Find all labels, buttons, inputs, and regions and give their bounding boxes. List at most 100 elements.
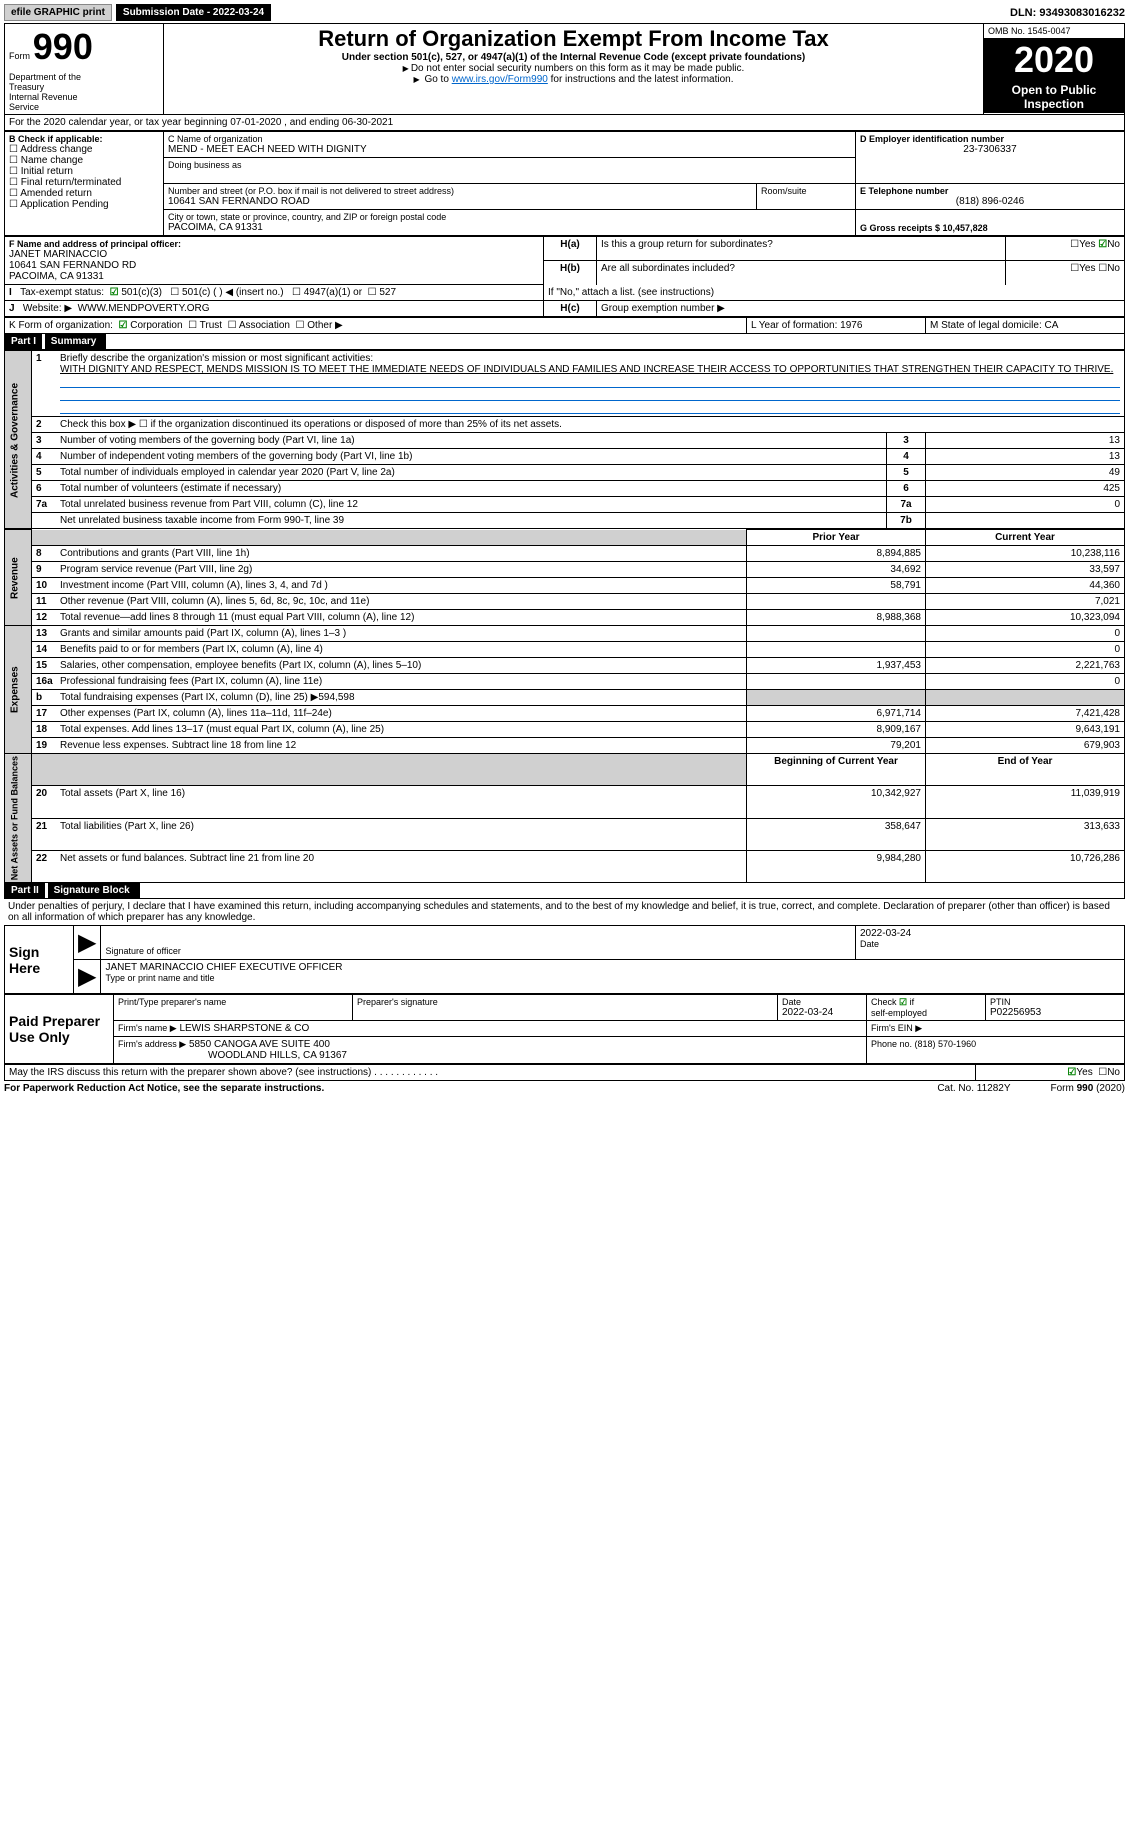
exp-label: Expenses: [5, 626, 32, 754]
discuss-answer: ☑Yes ☐No: [976, 1065, 1125, 1081]
line1-label: Briefly describe the organization's miss…: [60, 353, 373, 364]
table-row: 16aProfessional fundraising fees (Part I…: [5, 674, 1125, 690]
gov-label: Activities & Governance: [5, 351, 32, 529]
col-current: Current Year: [926, 530, 1125, 546]
table-row: 5Total number of individuals employed in…: [5, 465, 1125, 481]
table-row: 11Other revenue (Part VIII, column (A), …: [5, 594, 1125, 610]
h-b-note: If "No," attach a list. (see instruction…: [544, 285, 1125, 301]
table-row: 17Other expenses (Part IX, column (A), l…: [5, 706, 1125, 722]
officer-name: JANET MARINACCIO: [9, 249, 539, 260]
part1-title: Summary: [45, 334, 107, 349]
discuss-row: May the IRS discuss this return with the…: [4, 1064, 1125, 1081]
part2-badge: Part II: [5, 883, 45, 898]
mission-text: WITH DIGNITY AND RESPECT, MENDS MISSION …: [60, 364, 1120, 375]
line-a-text: For the 2020 calendar year, or tax year …: [9, 117, 393, 128]
ein-label: Firm's EIN ▶: [871, 1023, 922, 1033]
table-row: 4Number of independent voting members of…: [5, 449, 1125, 465]
omb-number: OMB No. 1545-0047: [984, 24, 1124, 39]
f-label: F Name and address of principal officer:: [9, 239, 539, 249]
k-other: Other ▶: [307, 320, 342, 331]
k-corp: Corporation: [130, 320, 182, 331]
prep-date: 2022-03-24: [782, 1007, 862, 1018]
dba-label: Doing business as: [168, 160, 851, 170]
b-opt-address[interactable]: ☐ Address change: [9, 144, 159, 155]
d-label: D Employer identification number: [860, 134, 1120, 144]
i-4947: 4947(a)(1) or: [304, 287, 362, 298]
i-501c: 501(c) ( ) ◀ (insert no.): [182, 287, 284, 298]
addr-label: Number and street (or P.O. box if mail i…: [168, 186, 752, 196]
g-label: G Gross receipts $ 10,457,828: [860, 223, 1120, 233]
form-subtitle: Under section 501(c), 527, or 4947(a)(1)…: [168, 52, 979, 63]
b-opt-amended[interactable]: ☐ Amended return: [9, 188, 159, 199]
goto-post: for instructions and the latest informat…: [551, 74, 734, 85]
ptin-value: P02256953: [990, 1007, 1120, 1018]
b-opt-initial[interactable]: ☐ Initial return: [9, 166, 159, 177]
open-inspection: Open to Public Inspection: [984, 81, 1124, 113]
arrow-icon: ▶: [74, 926, 101, 960]
h-c-text: Group exemption number ▶: [597, 301, 1125, 317]
b-opt-pending[interactable]: ☐ Application Pending: [9, 199, 159, 210]
sign-here-label: Sign Here: [5, 926, 74, 994]
sig-date: 2022-03-24: [860, 928, 1120, 939]
firm-phone: Phone no. (818) 570-1960: [871, 1039, 976, 1049]
c-name-label: C Name of organization: [168, 134, 851, 144]
dln-text: DLN: 93493083016232: [1010, 7, 1125, 19]
sign-here-table: Sign Here ▶ Signature of officer 2022-03…: [4, 925, 1125, 994]
city-label: City or town, state or province, country…: [168, 212, 851, 222]
tax-year: 2020: [984, 39, 1124, 81]
k-assoc: Association: [239, 320, 290, 331]
h2: Preparer's signature: [357, 997, 773, 1007]
irs-link[interactable]: www.irs.gov/Form990: [452, 74, 548, 85]
e-label: E Telephone number: [860, 186, 1120, 196]
efile-button[interactable]: efile GRAPHIC print: [4, 4, 112, 21]
arrow-icon: ▶: [74, 960, 101, 994]
discuss-text: May the IRS discuss this return with the…: [9, 1067, 371, 1078]
ein-value: 23-7306337: [860, 144, 1120, 155]
b-opt-final[interactable]: ☐ Final return/terminated: [9, 177, 159, 188]
goto-pre: Go to: [424, 74, 451, 85]
part1-header: Part I Summary: [4, 334, 1125, 350]
form-label: Form: [9, 51, 30, 61]
check-icon: ☑: [110, 287, 119, 298]
k-trust: Trust: [200, 320, 222, 331]
firm-label: Firm's name ▶: [118, 1023, 177, 1033]
city-value: PACOIMA, CA 91331: [168, 222, 851, 233]
table-row: 3Number of voting members of the governi…: [5, 433, 1125, 449]
table-row: 21Total liabilities (Part X, line 26)358…: [5, 818, 1125, 850]
table-row: 19Revenue less expenses. Subtract line 1…: [5, 738, 1125, 754]
net-label: Net Assets or Fund Balances: [5, 754, 32, 883]
part2-title: Signature Block: [48, 883, 140, 898]
room-label: Room/suite: [757, 184, 856, 209]
section-k-l-m: K Form of organization: ☑ Corporation ☐ …: [4, 317, 1125, 334]
section-b-g: B Check if applicable: ☐ Address change …: [4, 131, 1125, 236]
table-row: 20Total assets (Part X, line 16)10,342,9…: [5, 786, 1125, 818]
b-opt-name[interactable]: ☐ Name change: [9, 155, 159, 166]
check-icon: ☑: [119, 320, 128, 331]
i-label: Tax-exempt status:: [20, 287, 104, 298]
table-row: 14Benefits paid to or for members (Part …: [5, 642, 1125, 658]
line-a: For the 2020 calendar year, or tax year …: [4, 115, 1125, 131]
part1-financials: Revenue Prior Year Current Year 8Contrib…: [4, 529, 1125, 883]
table-row: 6Total number of volunteers (estimate if…: [5, 481, 1125, 497]
part1-badge: Part I: [5, 334, 42, 349]
paperwork-notice: For Paperwork Reduction Act Notice, see …: [4, 1083, 324, 1094]
table-row: 8Contributions and grants (Part VIII, li…: [5, 546, 1125, 562]
submission-date-button[interactable]: Submission Date - 2022-03-24: [116, 4, 271, 21]
i-527: 527: [379, 287, 396, 298]
line2-text: Check this box ▶ ☐ if the organization d…: [60, 419, 562, 430]
officer-addr1: 10641 SAN FERNANDO RD: [9, 260, 539, 271]
phone-value: (818) 896-0246: [860, 196, 1120, 207]
table-row: 18Total expenses. Add lines 13–17 (must …: [5, 722, 1125, 738]
firm-addr-label: Firm's address ▶: [118, 1039, 186, 1049]
j-label: Website: ▶: [23, 303, 72, 314]
h-b-label: H(b): [544, 261, 597, 285]
m-value: M State of legal domicile: CA: [926, 318, 1125, 334]
h-a-label: H(a): [544, 237, 597, 261]
website-value: WWW.MENDPOVERTY.ORG: [78, 303, 210, 314]
declaration-text: Under penalties of perjury, I declare th…: [4, 899, 1125, 925]
officer-signed-name: JANET MARINACCIO CHIEF EXECUTIVE OFFICER: [105, 962, 1120, 973]
arrow-icon: [414, 74, 422, 85]
table-row: 7aTotal unrelated business revenue from …: [5, 497, 1125, 513]
table-row: 12Total revenue—add lines 8 through 11 (…: [5, 610, 1125, 626]
goto-line: Go to www.irs.gov/Form990 for instructio…: [168, 74, 979, 85]
